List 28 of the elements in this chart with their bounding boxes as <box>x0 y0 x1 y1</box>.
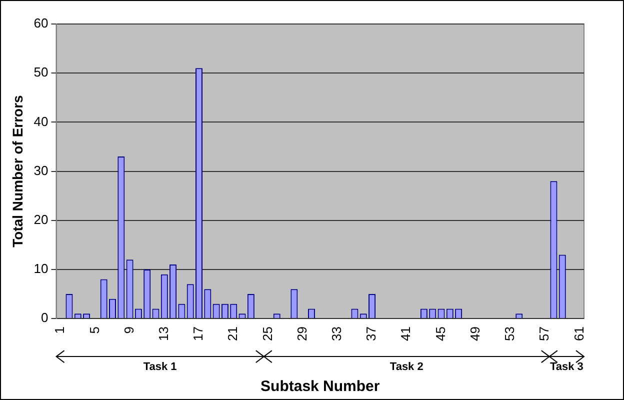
text: Task 1 <box>142 360 178 373</box>
x-axis-title: Subtask Number <box>260 378 380 396</box>
x-tick-label: 57 <box>536 326 552 342</box>
text: Task 3 <box>548 360 584 373</box>
x-tick-label: 33 <box>329 326 344 342</box>
x-tick-label: 61 <box>571 326 586 342</box>
x-tick-label: 9 <box>121 326 136 334</box>
x-tick-label: 13 <box>156 326 171 342</box>
y-tick-label: 20 <box>34 212 48 227</box>
x-tick-label: 49 <box>467 326 482 342</box>
x-tick-label: 37 <box>364 326 379 342</box>
y-tick-label: 0 <box>41 310 48 326</box>
x-tick-label: 25 <box>260 326 275 342</box>
x-tick-label: 45 <box>432 326 448 342</box>
x-tick-label: 53 <box>502 326 518 342</box>
x-tick-label: 5 <box>86 326 102 334</box>
y-tick-label: 10 <box>34 261 48 276</box>
x-tick-label: 29 <box>294 326 310 342</box>
y-tick-label: 40 <box>34 114 48 129</box>
x-tick-label: 41 <box>398 326 414 342</box>
y-tick-label: 60 <box>34 16 48 31</box>
y-axis-title: Total Number of Errors <box>9 94 26 248</box>
y-tick-label: 50 <box>34 64 48 80</box>
text: Task 2 <box>388 360 424 373</box>
y-tick-label: 30 <box>34 162 48 178</box>
x-tick-label: 21 <box>225 326 240 342</box>
x-tick-label: 17 <box>190 326 206 342</box>
x-tick-label: 1 <box>52 326 68 334</box>
